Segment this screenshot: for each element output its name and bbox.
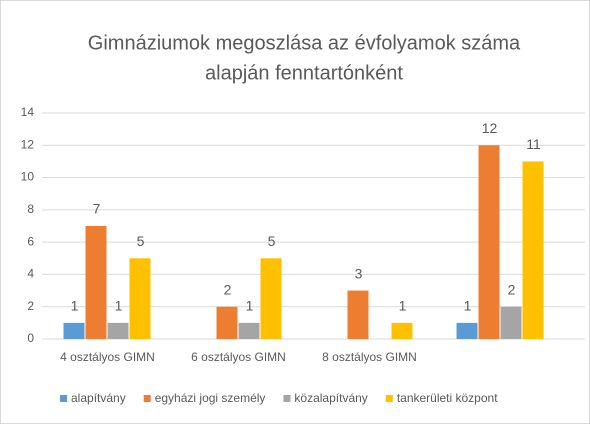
bar: [456, 322, 478, 339]
bar: [522, 161, 544, 339]
bar: [391, 322, 413, 339]
data-label: 12: [482, 120, 498, 136]
y-tick-label: 6: [27, 234, 34, 248]
data-label: 1: [71, 298, 79, 314]
bar: [107, 322, 129, 339]
x-tick-label: 6 osztályos GIMN: [191, 350, 286, 364]
bar: [260, 258, 282, 339]
chart-title: Gimnáziumok megoszlása az évfolyamok szá…: [88, 32, 521, 54]
legend-label: közalapítvány: [294, 391, 367, 405]
data-label: 5: [268, 233, 276, 249]
y-tick-label: 0: [27, 331, 34, 345]
y-tick-label: 10: [21, 170, 35, 184]
x-tick-label: 8 osztályos GIMN: [322, 350, 417, 364]
bar: [347, 290, 369, 339]
data-label: 1: [464, 298, 472, 314]
bar: [478, 145, 500, 339]
legend-swatch: [143, 395, 151, 402]
y-tick-label: 14: [21, 105, 35, 119]
bar: [216, 306, 238, 339]
data-label: 1: [399, 298, 407, 314]
y-tick-label: 12: [21, 137, 35, 151]
legend-label: tankerületi központ: [397, 391, 498, 405]
legend-swatch: [385, 395, 393, 402]
bar: [63, 322, 85, 339]
bar: [500, 306, 522, 339]
chart-title: alapján fenntartónként: [205, 62, 403, 84]
data-label: 1: [246, 298, 254, 314]
data-label: 1: [115, 298, 123, 314]
bar: [85, 226, 107, 339]
y-tick-label: 4: [27, 267, 34, 281]
x-tick-label: 4 osztályos GIMN: [60, 350, 155, 364]
data-label: 7: [93, 201, 101, 217]
data-label: 2: [224, 281, 232, 297]
data-label: 11: [526, 136, 541, 152]
y-tick-label: 8: [27, 202, 34, 216]
data-label: 3: [355, 265, 363, 281]
legend-swatch: [283, 395, 291, 402]
bar: [238, 322, 260, 339]
y-tick-label: 2: [27, 299, 34, 313]
legend-label: egyházi jogi személy: [155, 391, 266, 405]
legend-label: alapítvány: [71, 391, 126, 405]
data-label: 5: [137, 233, 145, 249]
data-label: 2: [508, 281, 516, 297]
bar: [129, 258, 151, 339]
legend-swatch: [60, 395, 67, 402]
